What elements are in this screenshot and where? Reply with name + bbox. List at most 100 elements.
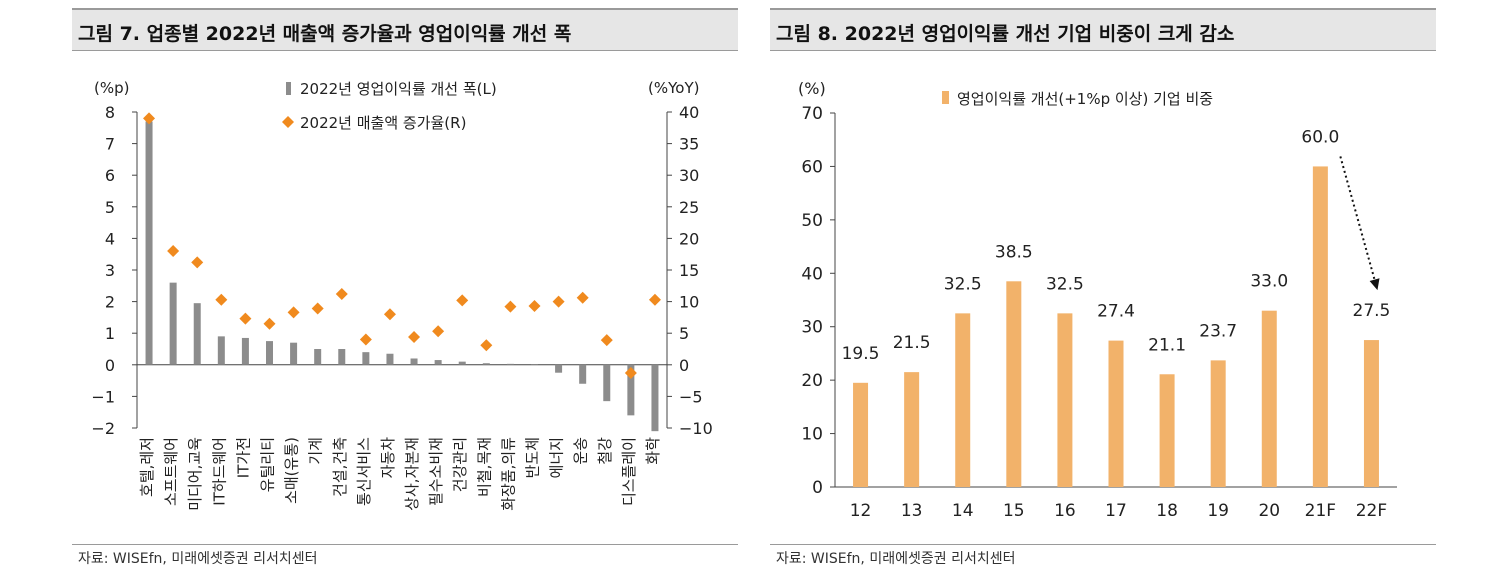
y-tick-label: 30 bbox=[801, 318, 823, 338]
data-label: 23.7 bbox=[1199, 321, 1237, 341]
category-label: IT하드웨어 bbox=[210, 437, 228, 506]
category-label: 필수소비재 bbox=[427, 437, 445, 506]
diamond-point bbox=[624, 367, 637, 380]
bar bbox=[145, 121, 153, 365]
category-label: 철강 bbox=[596, 437, 614, 465]
bar bbox=[386, 353, 394, 365]
category-label: 상사,자본재 bbox=[403, 437, 421, 511]
legend-label: 영업이익률 개선(+1%p 이상) 기업 비중 bbox=[957, 90, 1213, 108]
chart-panel-right: 그림 8. 2022년 영업이익률 개선 기업 비중이 크게 감소 (%) 70 6… bbox=[770, 0, 1436, 570]
left-tick-label: −2 bbox=[91, 419, 115, 438]
data-label: 38.5 bbox=[995, 242, 1033, 262]
data-label: 27.5 bbox=[1353, 301, 1391, 321]
bar bbox=[904, 372, 920, 487]
y-tick-label: 40 bbox=[801, 264, 823, 284]
category-label: 12 bbox=[850, 501, 872, 521]
right-tick-label: 0 bbox=[679, 356, 689, 375]
diamond-point bbox=[600, 334, 613, 347]
legend-label: 2022년 매출액 증가율(R) bbox=[300, 114, 466, 132]
trend-arrow-head bbox=[1369, 278, 1380, 291]
category-label: 17 bbox=[1105, 501, 1127, 521]
bar bbox=[314, 349, 322, 365]
diamond-point bbox=[143, 112, 156, 125]
left-tick-label: 0 bbox=[105, 356, 115, 375]
diamond-point bbox=[552, 295, 565, 308]
left-tick-label: −1 bbox=[91, 387, 115, 406]
right-tick-label: 30 bbox=[679, 166, 699, 185]
bar bbox=[853, 382, 869, 487]
y-tick-label: 70 bbox=[801, 104, 823, 124]
bar bbox=[338, 349, 346, 365]
data-label: 32.5 bbox=[944, 274, 982, 294]
left-tick-label: 2 bbox=[105, 293, 115, 312]
bar bbox=[955, 313, 971, 487]
chart-title: 그림 7. 업종별 2022년 매출액 증가율과 영업이익률 개선 폭 bbox=[78, 23, 572, 45]
bar bbox=[266, 341, 273, 365]
legend-bar-marker bbox=[942, 91, 949, 104]
trend-arrow-line bbox=[1339, 156, 1377, 283]
bar bbox=[482, 363, 490, 365]
bar bbox=[506, 363, 514, 365]
right-tick-label: 40 bbox=[679, 103, 699, 122]
y-tick-label: 0 bbox=[812, 478, 823, 498]
category-label: 16 bbox=[1054, 501, 1076, 521]
right-tick-label: −5 bbox=[679, 387, 703, 406]
diamond-point bbox=[456, 294, 469, 307]
left-tick-label: 7 bbox=[105, 135, 115, 154]
diamond-point bbox=[167, 245, 180, 258]
category-label: 20 bbox=[1258, 501, 1280, 521]
bar bbox=[651, 364, 659, 432]
right-tick-label: 10 bbox=[679, 293, 699, 312]
bar bbox=[1261, 310, 1277, 487]
bar bbox=[1108, 340, 1124, 487]
data-label: 60.0 bbox=[1301, 127, 1339, 147]
data-label: 21.5 bbox=[893, 333, 931, 353]
category-label: 미디어,교육 bbox=[186, 437, 204, 511]
bar bbox=[362, 352, 370, 365]
bar bbox=[555, 364, 563, 373]
right-tick-label: 25 bbox=[679, 198, 699, 217]
bar bbox=[1057, 313, 1073, 487]
diamond-point bbox=[480, 339, 493, 352]
data-label: 32.5 bbox=[1046, 274, 1084, 294]
diamond-point bbox=[191, 256, 204, 269]
category-label: 통신서비스 bbox=[355, 437, 373, 506]
diamond-point bbox=[383, 308, 396, 321]
diamond-point bbox=[504, 300, 517, 313]
source-divider bbox=[72, 544, 738, 545]
bar bbox=[169, 282, 177, 365]
right-tick-label: 15 bbox=[679, 261, 699, 280]
category-label: 비철,목재 bbox=[475, 437, 493, 497]
diamond-point bbox=[408, 330, 421, 343]
category-label: 반도체 bbox=[524, 437, 542, 478]
bar bbox=[458, 361, 466, 365]
y-axis-unit: (%) bbox=[798, 79, 826, 98]
bar bbox=[410, 358, 418, 365]
category-label: 화장품,의류 bbox=[499, 437, 517, 511]
bar bbox=[193, 303, 201, 365]
diamond-point bbox=[239, 312, 252, 325]
source-note: 자료: WISEfn, 미래에셋증권 리서치센터 bbox=[776, 551, 1016, 567]
category-label: 운송 bbox=[572, 437, 590, 465]
bar bbox=[1159, 374, 1175, 487]
category-label: 유틸리티 bbox=[259, 437, 277, 492]
category-label: 22F bbox=[1356, 501, 1387, 521]
legend-label: 2022년 영업이익률 개선 폭(L) bbox=[300, 80, 497, 98]
bar bbox=[290, 342, 298, 365]
right-tick-label: 35 bbox=[679, 135, 699, 154]
bar bbox=[1210, 360, 1226, 487]
category-label: 소매(유통) bbox=[283, 437, 301, 504]
left-tick-label: 6 bbox=[105, 166, 115, 185]
category-label: 호텔,레저 bbox=[138, 437, 156, 497]
y-tick-label: 20 bbox=[801, 371, 823, 391]
category-label: 화학 bbox=[644, 437, 662, 465]
category-label: 에너지 bbox=[548, 437, 566, 478]
data-label: 27.4 bbox=[1097, 302, 1135, 322]
left-tick-label: 8 bbox=[105, 103, 115, 122]
right-tick-label: −10 bbox=[679, 419, 713, 438]
bar bbox=[1363, 340, 1379, 487]
diamond-point bbox=[528, 300, 541, 313]
category-label: 14 bbox=[952, 501, 974, 521]
bar bbox=[1312, 166, 1328, 487]
diamond-point bbox=[432, 325, 445, 338]
